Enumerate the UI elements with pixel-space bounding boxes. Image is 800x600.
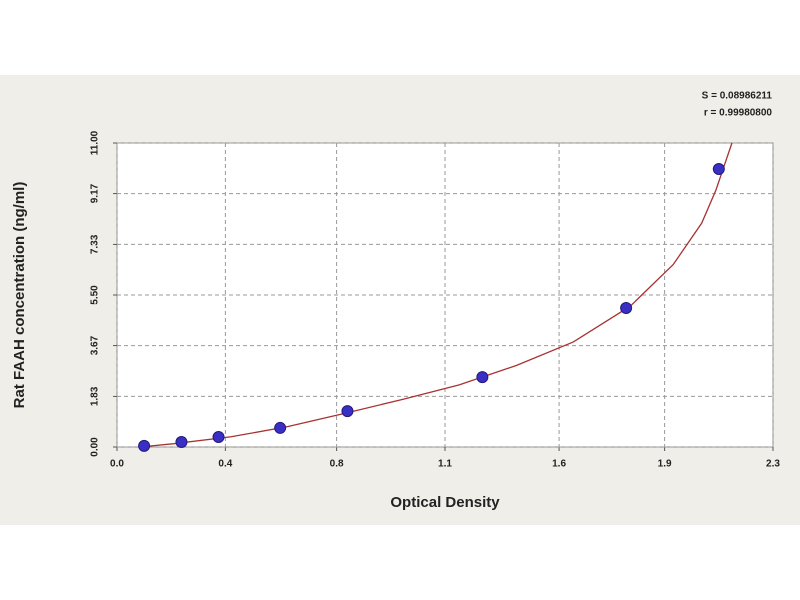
- x-tick-label: 2.3: [766, 459, 780, 470]
- y-axis-label: Rat FAAH concentration (ng/ml): [11, 182, 28, 409]
- data-point: [212, 431, 225, 444]
- data-point: [175, 436, 188, 449]
- x-axis-label: Optical Density: [390, 494, 500, 511]
- data-point: [476, 371, 489, 384]
- y-tick-label: 9.17: [90, 183, 101, 203]
- data-point: [274, 421, 287, 434]
- data-point: [341, 405, 354, 418]
- y-tick-label: 5.50: [90, 285, 101, 305]
- x-tick-label: 1.9: [658, 459, 672, 470]
- data-point: [712, 162, 725, 175]
- x-tick-label: 0.0: [110, 459, 124, 470]
- y-tick-label: 0.00: [90, 437, 101, 457]
- y-tick-label: 3.67: [90, 335, 101, 355]
- x-tick-label: 0.8: [330, 459, 344, 470]
- y-tick-label: 1.83: [90, 386, 101, 406]
- x-tick-label: 0.4: [218, 459, 232, 470]
- annotation: S = 0.08986211: [702, 91, 773, 102]
- data-point: [138, 439, 151, 452]
- data-point: [620, 301, 633, 314]
- annotation: r = 0.99980800: [704, 108, 773, 119]
- y-tick-label: 7.33: [90, 234, 101, 254]
- x-tick-label: 1.1: [438, 459, 452, 470]
- x-tick-label: 1.6: [552, 459, 566, 470]
- y-tick-label: 11.00: [90, 130, 101, 155]
